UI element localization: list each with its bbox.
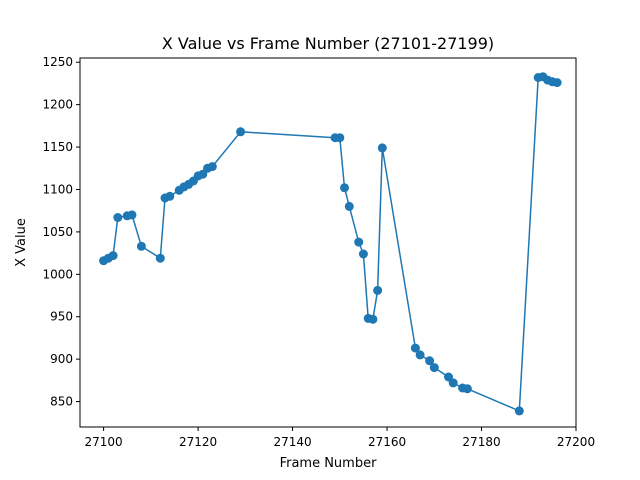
data-point (136, 241, 146, 251)
x-tick-label: 27160 (368, 435, 406, 449)
data-point (552, 78, 562, 88)
axis-ticks: 27100 27120 27140 27160 27180 27200 850 900 950 1… (42, 55, 595, 449)
data-point (462, 384, 472, 394)
y-tick-label: 1050 (42, 225, 73, 239)
data-point (354, 237, 364, 247)
y-tick-label: 1150 (42, 140, 73, 154)
data-point (373, 285, 383, 295)
y-tick-label: 1200 (42, 98, 73, 112)
y-tick-label: 950 (50, 310, 73, 324)
data-point (127, 210, 137, 220)
x-tick-label: 27200 (557, 435, 595, 449)
y-tick-label: 1100 (42, 182, 73, 196)
y-tick-label: 850 (50, 395, 73, 409)
data-point (335, 133, 345, 143)
data-point (514, 406, 524, 416)
x-tick-label: 27180 (462, 435, 500, 449)
data-point (344, 201, 354, 211)
x-tick-label: 27140 (273, 435, 311, 449)
data-point (236, 127, 246, 137)
y-axis-label: X Value (14, 218, 29, 267)
data-point (155, 253, 165, 263)
data-point (448, 378, 458, 388)
data-point (415, 350, 425, 360)
x-tick-label: 27100 (85, 435, 123, 449)
series-line (103, 75, 558, 412)
plot-content (99, 72, 562, 416)
data-point (377, 143, 387, 153)
data-point (113, 213, 123, 222)
data-point (340, 183, 349, 193)
data-point (358, 249, 368, 259)
data-point (108, 251, 118, 261)
plot-frame (79, 57, 577, 428)
x-tick-label: 27120 (179, 435, 217, 449)
data-point (410, 343, 420, 353)
data-point (207, 162, 217, 172)
x-axis-label: Frame Number (280, 456, 378, 471)
data-point (368, 314, 378, 324)
data-point (429, 363, 439, 373)
data-point (165, 191, 175, 201)
y-tick-label: 900 (50, 352, 73, 366)
data-point (425, 356, 435, 366)
y-tick-label: 1250 (42, 55, 73, 69)
chart-title: X Value vs Frame Number (27101-27199) (162, 34, 494, 53)
y-tick-label: 1000 (42, 267, 73, 281)
